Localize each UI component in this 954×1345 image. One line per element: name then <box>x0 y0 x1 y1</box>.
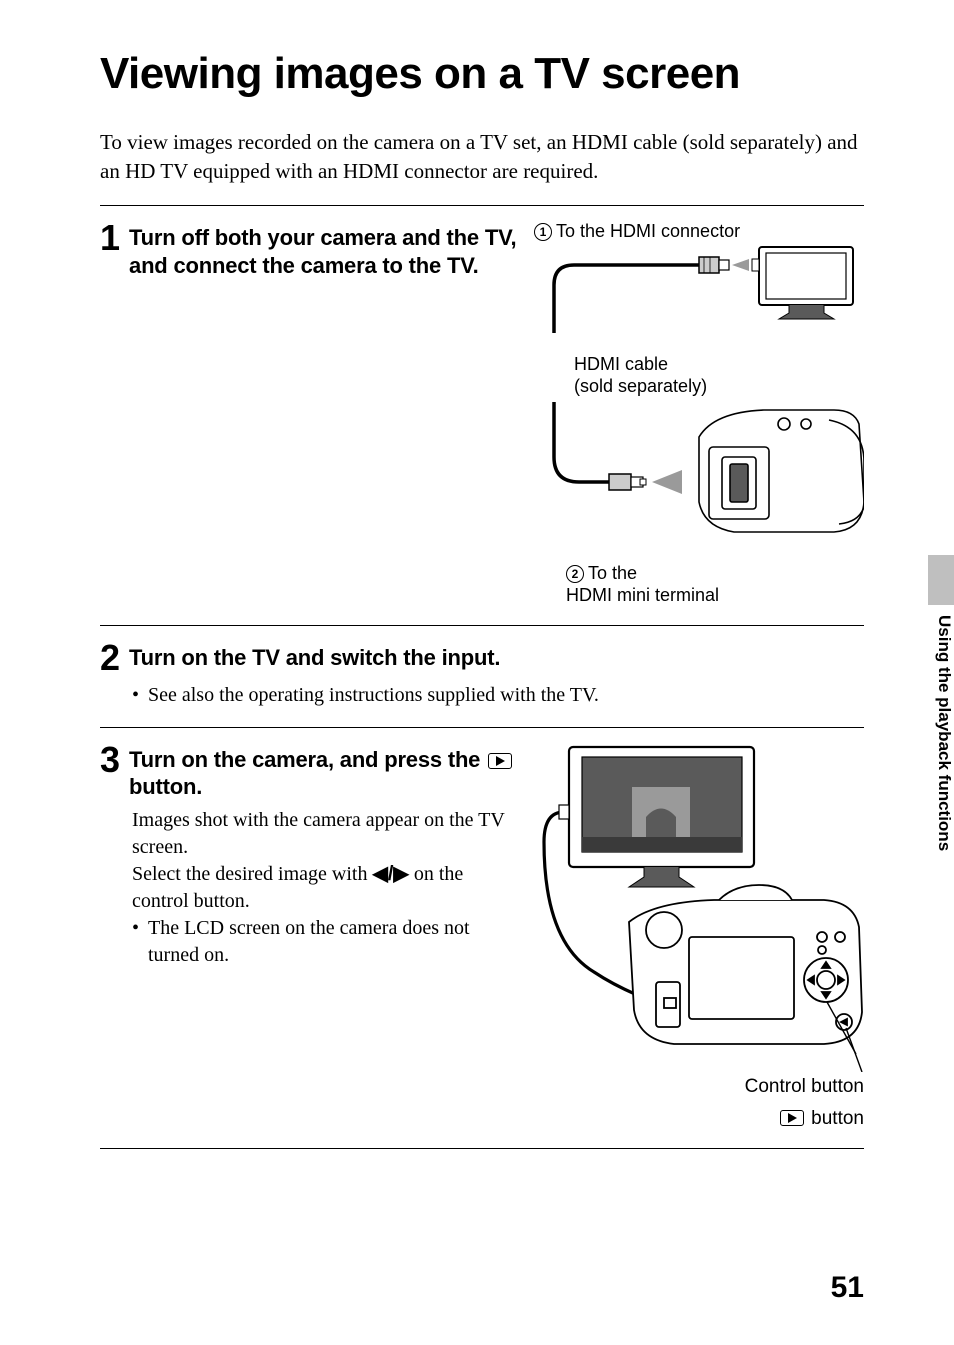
hdmi-camera-diagram <box>534 402 864 542</box>
step-2: 2 Turn on the TV and switch the input. S… <box>100 625 864 727</box>
hdmi-cable-label: HDMI cable <box>574 354 668 374</box>
page-title: Viewing images on a TV screen <box>100 50 864 98</box>
step-3: 3 Turn on the camera, and press the butt… <box>100 727 864 1148</box>
step-2-title: Turn on the TV and switch the input. <box>129 640 500 672</box>
step-3-body-1: Images shot with the camera appear on th… <box>132 807 524 861</box>
play-button-label: button <box>534 1108 864 1130</box>
step-1-diagram: 1To the HDMI connector <box>534 220 864 607</box>
step-1-number: 1 <box>100 220 119 256</box>
step-1: 1 Turn off both your camera and the TV, … <box>100 205 864 625</box>
section-tab-label: Using the playback functions <box>931 605 954 851</box>
step-2-number: 2 <box>100 640 119 676</box>
sold-separately-label: (sold separately) <box>574 376 707 396</box>
step-3-title: Turn on the camera, and press the button… <box>129 742 524 801</box>
step-1-title: Turn off both your camera and the TV, an… <box>129 220 524 279</box>
step-2-bullet: See also the operating instructions supp… <box>132 682 864 709</box>
playback-icon <box>780 1110 804 1126</box>
hdmi-mini-terminal-label: HDMI mini terminal <box>566 585 719 605</box>
step-3-body-2: Select the desired image with ◀/▶ on the… <box>132 861 524 915</box>
to-hdmi-connector-label: To the HDMI connector <box>556 221 740 241</box>
marker-1-icon: 1 <box>534 223 552 241</box>
to-hdmi-mini-label: To the <box>588 563 637 583</box>
step-end-rule <box>100 1148 864 1149</box>
section-tab: Using the playback functions <box>928 555 954 955</box>
step-3-diagram <box>534 742 864 1072</box>
control-button-label: Control button <box>534 1076 864 1098</box>
intro-paragraph: To view images recorded on the camera on… <box>100 128 864 185</box>
hdmi-tv-diagram <box>534 245 864 335</box>
step-3-number: 3 <box>100 742 119 778</box>
step-3-bullet: The LCD screen on the camera does not tu… <box>132 915 524 969</box>
marker-2-icon: 2 <box>566 565 584 583</box>
page-number: 51 <box>831 1271 864 1305</box>
playback-icon <box>488 753 512 769</box>
